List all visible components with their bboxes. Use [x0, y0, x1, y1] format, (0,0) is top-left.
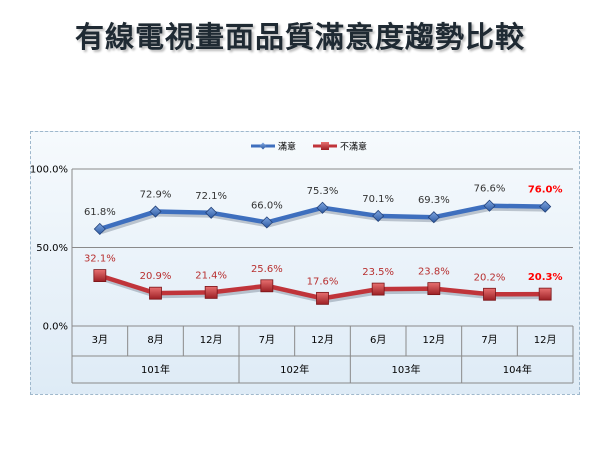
data-point-satisfied [93, 222, 106, 236]
data-label: 76.0% [528, 185, 563, 196]
data-point-satisfied [149, 205, 162, 218]
data-label: 20.9% [140, 271, 172, 282]
data-point-unsatisfied [204, 286, 218, 299]
data-label: 72.9% [140, 190, 172, 201]
legend-marker-satisfied [259, 142, 267, 150]
x-tick-label: 3月 [92, 334, 108, 346]
x-group-label: 104年 [503, 363, 532, 376]
data-point-satisfied [539, 200, 552, 213]
data-point-unsatisfied [371, 282, 385, 296]
data-point-satisfied [205, 206, 218, 219]
y-tick-label: 100.0% [31, 165, 68, 176]
data-point-unsatisfied [538, 287, 552, 301]
data-point-unsatisfied [316, 291, 329, 305]
data-point-satisfied [260, 216, 273, 229]
data-label: 72.1% [195, 191, 227, 202]
data-point-satisfied [427, 211, 440, 224]
data-label: 21.4% [195, 270, 227, 281]
legend: 滿意 不滿意 [251, 141, 367, 153]
data-label: 70.1% [362, 194, 394, 205]
data-label: 76.6% [474, 184, 506, 195]
x-group-label: 102年 [280, 363, 309, 376]
data-label: 32.1% [84, 254, 116, 265]
y-tick-label: 50.0% [36, 243, 68, 254]
data-label: 25.6% [251, 264, 283, 275]
x-tick-label: 7月 [481, 334, 497, 346]
data-point-satisfied [316, 201, 329, 214]
x-tick-label: 12月 [422, 334, 445, 346]
data-point-satisfied [483, 199, 496, 212]
data-label: 17.6% [307, 276, 339, 287]
x-group-label: 103年 [391, 363, 420, 376]
x-group-label: 101年 [141, 363, 170, 376]
x-tick-label: 12月 [534, 334, 557, 346]
data-label: 66.0% [251, 200, 283, 211]
data-point-unsatisfied [93, 269, 107, 283]
data-label: 20.2% [474, 272, 506, 283]
data-label: 23.8% [418, 267, 450, 278]
x-tick-label: 12月 [311, 334, 334, 346]
legend-label-satisfied: 滿意 [278, 141, 296, 153]
legend-marker-unsatisfied [321, 142, 329, 150]
line-chart: 0.0% 50.0% 100.0% 3月 8月 12月 7月 12月 6月 12月 7月 12月 101… [31, 141, 574, 384]
data-point-unsatisfied [260, 279, 274, 293]
x-tick-label: 6月 [370, 334, 386, 346]
data-label: 69.3% [418, 195, 450, 206]
x-tick-label: 12月 [200, 334, 223, 346]
page-title: 有線電視畫面品質滿意度趨勢比較 [74, 20, 525, 54]
data-label: 75.3% [307, 186, 339, 197]
data-label: 23.5% [362, 267, 394, 278]
data-point-unsatisfied [427, 282, 441, 296]
chart-area: 0.0% 50.0% 100.0% 3月 8月 12月 7月 12月 6月 12月 7月 12月 101… [30, 131, 580, 395]
x-tick-label: 7月 [259, 334, 275, 346]
data-point-unsatisfied [483, 287, 496, 301]
data-label: 61.8% [84, 207, 116, 218]
data-point-satisfied [372, 209, 385, 223]
y-tick-label: 0.0% [43, 322, 68, 333]
data-point-unsatisfied [149, 286, 162, 300]
x-tick-label: 8月 [147, 334, 163, 346]
data-label: 20.3% [528, 272, 563, 283]
legend-label-unsatisfied: 不滿意 [340, 141, 367, 153]
